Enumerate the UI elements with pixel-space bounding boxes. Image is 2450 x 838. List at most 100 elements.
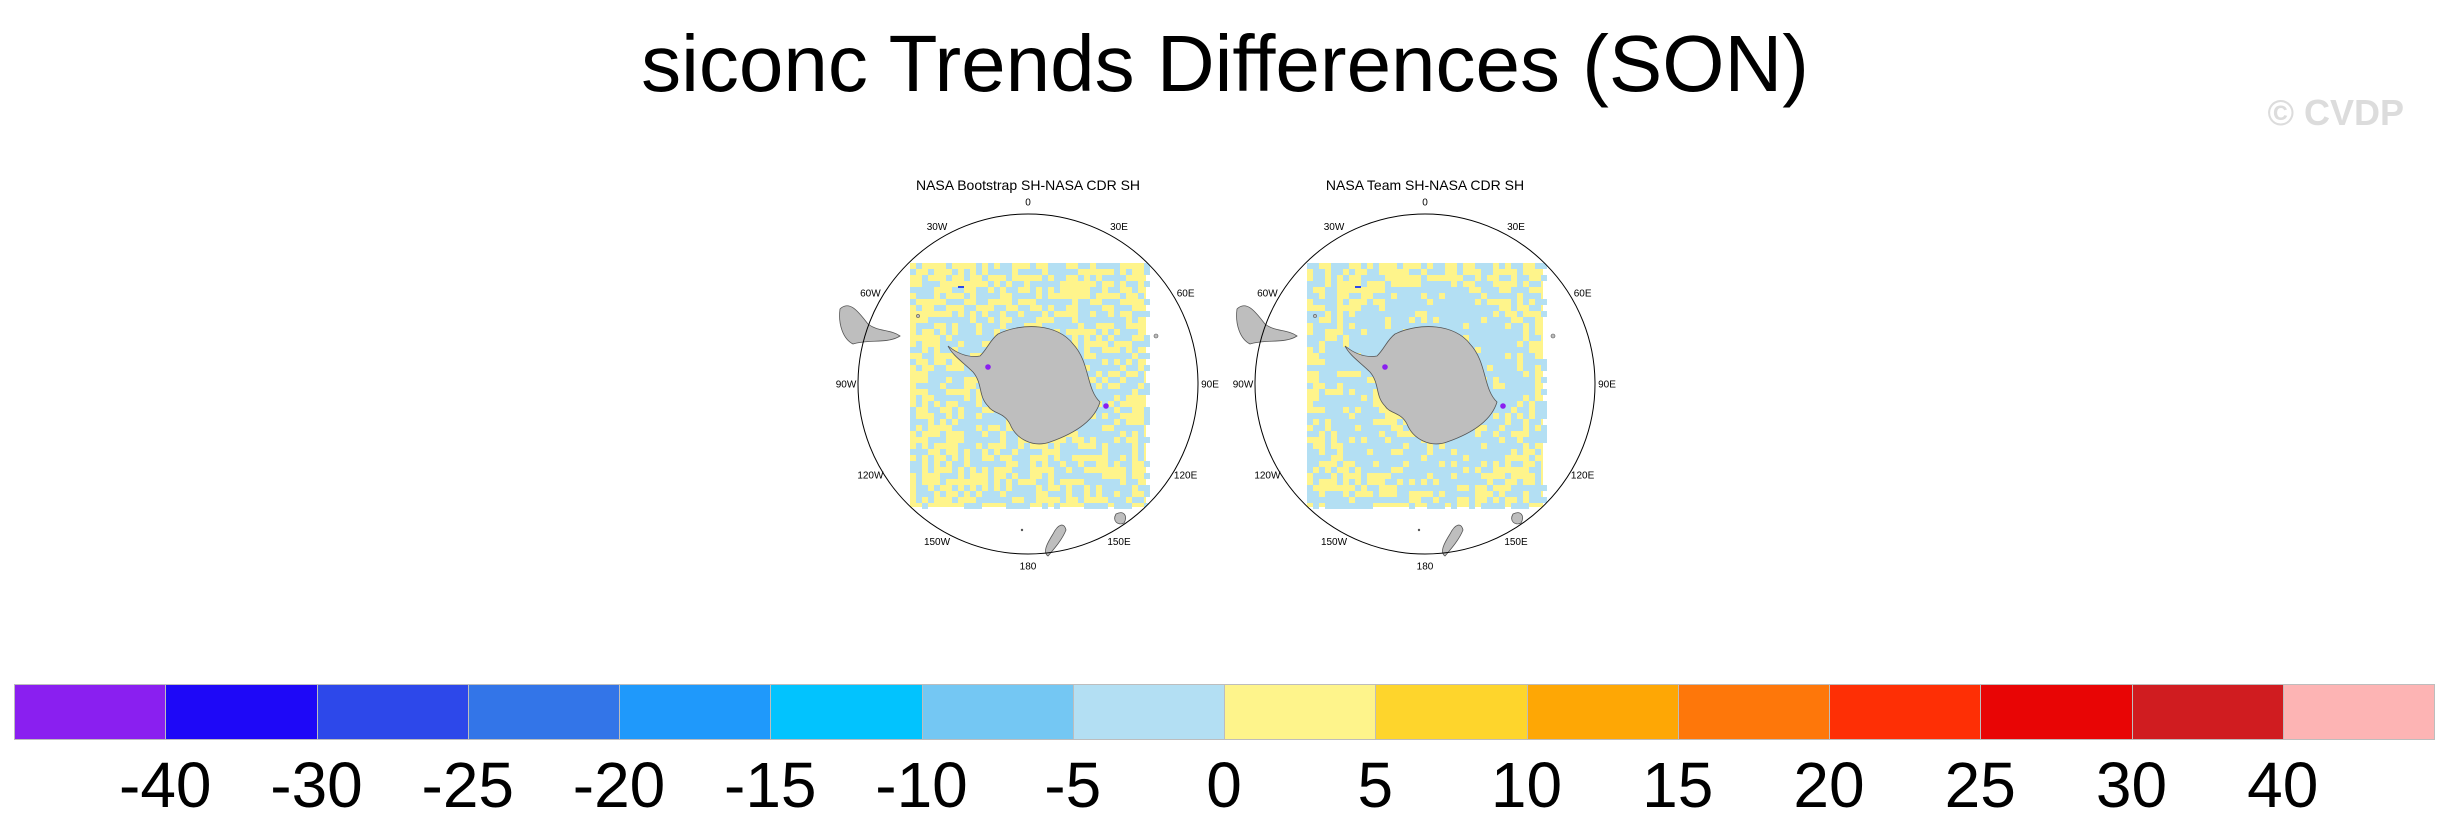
trend-cell xyxy=(988,479,994,485)
trend-cell xyxy=(976,467,982,473)
trend-cell xyxy=(1349,479,1355,485)
trend-cell xyxy=(1313,299,1319,305)
trend-cell xyxy=(1427,323,1433,329)
trend-cell xyxy=(1337,365,1343,371)
trend-cell xyxy=(1373,275,1379,281)
trend-cell xyxy=(1307,341,1313,347)
trend-cell xyxy=(1529,329,1535,335)
trend-cell xyxy=(1415,437,1421,443)
trend-cell xyxy=(1319,455,1325,461)
trend-cell xyxy=(1403,305,1409,311)
trend-cell xyxy=(1403,467,1409,473)
trend-cell xyxy=(1343,443,1349,449)
trend-cell xyxy=(1126,461,1132,467)
trend-cell xyxy=(1078,275,1084,281)
trend-cell xyxy=(1493,479,1499,485)
trend-cell xyxy=(1373,485,1379,491)
trend-cell xyxy=(910,287,916,293)
trend-cell xyxy=(1403,299,1409,305)
trend-cell xyxy=(1469,491,1475,497)
trend-cell xyxy=(1120,425,1126,431)
trend-cell xyxy=(1475,479,1481,485)
trend-cell xyxy=(1018,269,1024,275)
trend-cell xyxy=(1505,437,1511,443)
trend-cell xyxy=(1463,299,1469,305)
trend-cell xyxy=(1373,383,1379,389)
trend-cell xyxy=(934,389,940,395)
trend-cell xyxy=(928,467,934,473)
trend-cell xyxy=(1517,491,1523,497)
trend-cell xyxy=(1126,491,1132,497)
trend-cell xyxy=(1379,455,1385,461)
trend-cell xyxy=(1517,449,1523,455)
trend-cell xyxy=(940,305,946,311)
trend-cell xyxy=(1144,335,1150,341)
trend-cell xyxy=(1367,329,1373,335)
trend-cell xyxy=(1120,407,1126,413)
trend-cell xyxy=(1421,263,1427,269)
trend-cell xyxy=(1523,407,1529,413)
trend-cell xyxy=(1415,485,1421,491)
trend-cell xyxy=(1138,485,1144,491)
trend-cell xyxy=(1108,413,1114,419)
trend-cell xyxy=(1529,383,1535,389)
trend-cell xyxy=(1325,359,1331,365)
trend-cell xyxy=(1415,293,1421,299)
trend-cell xyxy=(1120,485,1126,491)
trend-cell xyxy=(1445,305,1451,311)
trend-cell xyxy=(916,443,922,449)
tasmania-landmass xyxy=(1114,512,1126,525)
trend-cell xyxy=(1006,503,1012,509)
trend-cell xyxy=(1463,305,1469,311)
trend-cell xyxy=(1451,311,1457,317)
trend-cell xyxy=(922,287,928,293)
trend-cell xyxy=(1475,335,1481,341)
trend-cell xyxy=(1541,263,1547,269)
trend-cell xyxy=(1096,281,1102,287)
trend-cell xyxy=(1349,443,1355,449)
trend-cell xyxy=(1481,281,1487,287)
trend-cell xyxy=(1331,413,1337,419)
trend-cell xyxy=(1493,419,1499,425)
trend-cell xyxy=(1331,395,1337,401)
trend-cell xyxy=(916,431,922,437)
trend-cell xyxy=(994,491,1000,497)
trend-cell xyxy=(1529,485,1535,491)
trend-cell xyxy=(1523,353,1529,359)
trend-cell xyxy=(1120,461,1126,467)
trend-cell xyxy=(1048,491,1054,497)
trend-cell xyxy=(1012,485,1018,491)
trend-cell xyxy=(1319,389,1325,395)
trend-cell xyxy=(1012,491,1018,497)
trend-cell xyxy=(1523,437,1529,443)
trend-cell xyxy=(1138,389,1144,395)
trend-cell xyxy=(1337,263,1343,269)
trend-cell xyxy=(1493,305,1499,311)
trend-cell xyxy=(952,377,958,383)
trend-cell xyxy=(922,485,928,491)
trend-cell xyxy=(928,293,934,299)
trend-cell xyxy=(964,413,970,419)
trend-cell xyxy=(1349,317,1355,323)
trend-cell xyxy=(1361,311,1367,317)
trend-cell xyxy=(1144,473,1150,479)
trend-cell xyxy=(1108,449,1114,455)
trend-cell xyxy=(1439,287,1445,293)
map-boundary xyxy=(857,213,1199,555)
trend-cell xyxy=(1379,443,1385,449)
trend-cell xyxy=(1313,317,1319,323)
longitude-label: 180 xyxy=(1417,562,1434,573)
trend-cell xyxy=(970,335,976,341)
trend-cell xyxy=(1355,455,1361,461)
trend-cell xyxy=(1313,323,1319,329)
trend-cell xyxy=(1078,467,1084,473)
trend-cell xyxy=(1439,305,1445,311)
trend-cell xyxy=(1024,293,1030,299)
trend-cell xyxy=(952,341,958,347)
trend-cell xyxy=(1343,365,1349,371)
trend-cell xyxy=(1367,413,1373,419)
trend-cell xyxy=(1397,287,1403,293)
trend-cell xyxy=(1054,491,1060,497)
trend-cell xyxy=(1517,287,1523,293)
trend-cell xyxy=(1475,341,1481,347)
